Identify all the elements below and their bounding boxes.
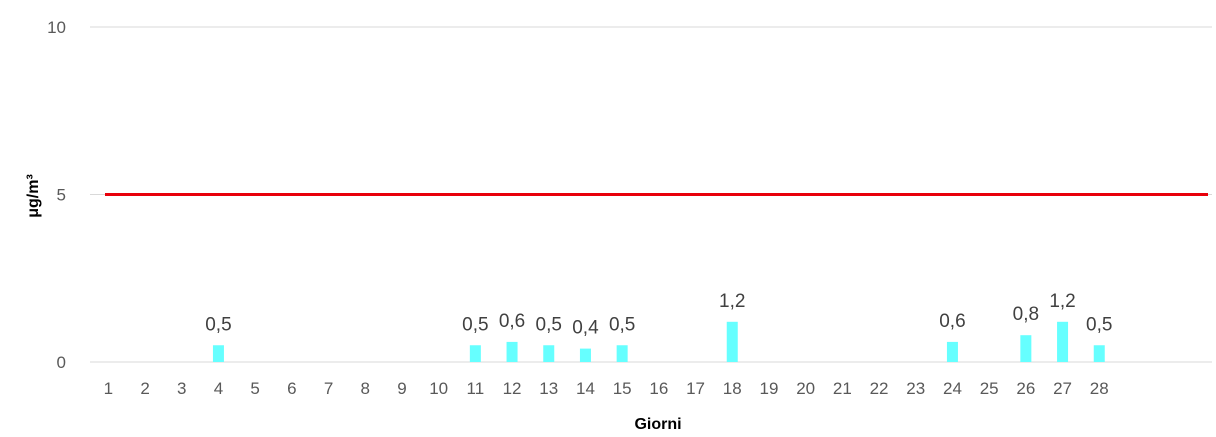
data-labels: 0,5 0,5 0,6 0,5 0,4 0,5 1,2 0,6 0,8 1,2 0,5 [205, 291, 1112, 339]
x-axis-title: Giorni [634, 416, 681, 433]
bar [1057, 321, 1069, 362]
x-tick-label: 13 [539, 379, 558, 398]
x-tick-label: 25 [980, 379, 999, 398]
x-tick-label: 9 [397, 379, 406, 398]
y-tick-label: 0 [57, 353, 66, 372]
bar [616, 345, 628, 362]
y-tick-label: 5 [57, 186, 66, 205]
x-tick-label: 12 [503, 379, 522, 398]
bar [1020, 335, 1032, 362]
bar [506, 341, 518, 362]
data-label: 0,6 [939, 311, 965, 332]
data-label: 1,2 [719, 291, 745, 312]
x-tick-label: 1 [104, 379, 113, 398]
x-tick-label: 14 [576, 379, 595, 398]
x-tick-label: 15 [613, 379, 632, 398]
x-tick-label: 2 [140, 379, 149, 398]
bar [469, 345, 481, 362]
x-tick-label: 22 [870, 379, 889, 398]
x-tick-label: 8 [361, 379, 370, 398]
data-label: 0,5 [609, 314, 635, 335]
x-tick-label: 18 [723, 379, 742, 398]
x-tick-label: 17 [686, 379, 705, 398]
x-tick-label: 20 [796, 379, 815, 398]
bar [543, 345, 555, 362]
data-label: 0,5 [205, 314, 231, 335]
data-label: 0,5 [462, 314, 488, 335]
data-label: 0,5 [1086, 314, 1112, 335]
x-tick-label: 16 [649, 379, 668, 398]
x-tick-label: 26 [1016, 379, 1035, 398]
x-tick-label: 23 [906, 379, 925, 398]
x-tick-label: 21 [833, 379, 852, 398]
x-tick-label: 7 [324, 379, 333, 398]
y-axis-title: μg/m³ [25, 174, 42, 218]
x-tick-label: 27 [1053, 379, 1072, 398]
bar [946, 341, 958, 362]
x-tick-label: 3 [177, 379, 186, 398]
y-axis-ticks: 0 5 10 [47, 18, 66, 372]
x-tick-label: 4 [214, 379, 223, 398]
x-tick-label: 5 [250, 379, 259, 398]
data-label: 1,2 [1049, 291, 1075, 312]
bar [579, 348, 591, 362]
x-tick-label: 24 [943, 379, 962, 398]
data-label: 0,8 [1013, 304, 1039, 325]
bar [1093, 345, 1105, 362]
bar [726, 321, 738, 362]
x-tick-label: 10 [429, 379, 448, 398]
bars [212, 321, 1105, 362]
x-tick-label: 19 [759, 379, 778, 398]
x-tick-label: 28 [1090, 379, 1109, 398]
x-tick-label: 6 [287, 379, 296, 398]
y-tick-label: 10 [47, 18, 66, 37]
x-axis-ticks: 1 2 3 4 5 6 7 8 9 10 11 12 13 14 15 16 17 18 19 20 21 22 23 24 2… [104, 379, 1109, 398]
data-label: 0,6 [499, 311, 525, 332]
data-label: 0,4 [572, 318, 599, 339]
x-tick-label: 11 [467, 379, 485, 398]
data-label: 0,5 [536, 314, 562, 335]
bar [212, 345, 224, 362]
